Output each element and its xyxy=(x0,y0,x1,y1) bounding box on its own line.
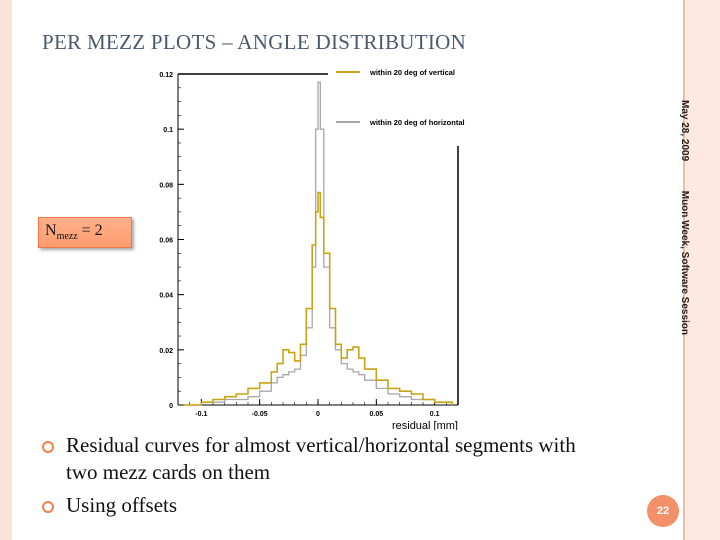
y-tick-label: 0.12 xyxy=(159,72,173,79)
bullet-item: Residual curves for almost vertical/hori… xyxy=(42,432,602,486)
side-footer: May 28, 2009 Muon Week, Software Session xyxy=(679,100,690,360)
bullet-text: Residual curves for almost vertical/hori… xyxy=(66,433,576,484)
legend-label: within 20 deg of vertical xyxy=(369,68,455,77)
y-tick-label: 0.02 xyxy=(159,348,173,355)
y-tick-label: 0.06 xyxy=(159,238,173,245)
left-decor-band xyxy=(0,0,12,540)
x-axis-label: residual [mm] xyxy=(392,420,458,430)
y-tick-label: 0 xyxy=(169,403,173,410)
right-decor-band xyxy=(686,0,720,540)
bullet-list: Residual curves for almost vertical/hori… xyxy=(42,432,602,525)
badge-base: N xyxy=(45,222,57,239)
slide-title: PER MEZZ PLOTS – ANGLE DISTRIBUTION xyxy=(42,30,467,54)
y-tick-label: 0.08 xyxy=(159,182,173,189)
x-tick-label: -0.1 xyxy=(195,411,207,418)
bullet-marker-icon xyxy=(42,441,54,453)
badge-sub: mezz xyxy=(56,231,78,243)
y-tick-label: 0.04 xyxy=(159,293,173,300)
bullet-text: Using offsets xyxy=(66,493,178,517)
series-line-horizontal xyxy=(183,81,453,406)
slide-event: Muon Week, Software Session xyxy=(679,190,690,336)
x-tick-label: 0.05 xyxy=(370,411,384,418)
series-line-vertical xyxy=(183,191,453,406)
legend-label: within 20 deg of horizontal xyxy=(369,118,465,127)
x-tick-label: -0.05 xyxy=(252,411,268,418)
x-tick-label: 0.1 xyxy=(430,411,440,418)
badge-rest: = 2 xyxy=(77,222,103,239)
right-decor-line xyxy=(683,0,685,540)
n-mezz-badge: Nmezz = 2 xyxy=(38,217,132,248)
slide-date: May 28, 2009 xyxy=(679,100,690,162)
residual-chart: 0 0.02 0.04 0.06 0.08 0.1 0.12 -0.1 -0.05 0 0.05 0.… xyxy=(159,68,465,430)
bullet-marker-icon xyxy=(42,501,54,513)
page-number-badge: 22 xyxy=(647,495,679,527)
bullet-item: Using offsets xyxy=(42,492,602,519)
x-tick-label: 0 xyxy=(316,411,320,418)
y-tick-label: 0.1 xyxy=(163,127,173,134)
